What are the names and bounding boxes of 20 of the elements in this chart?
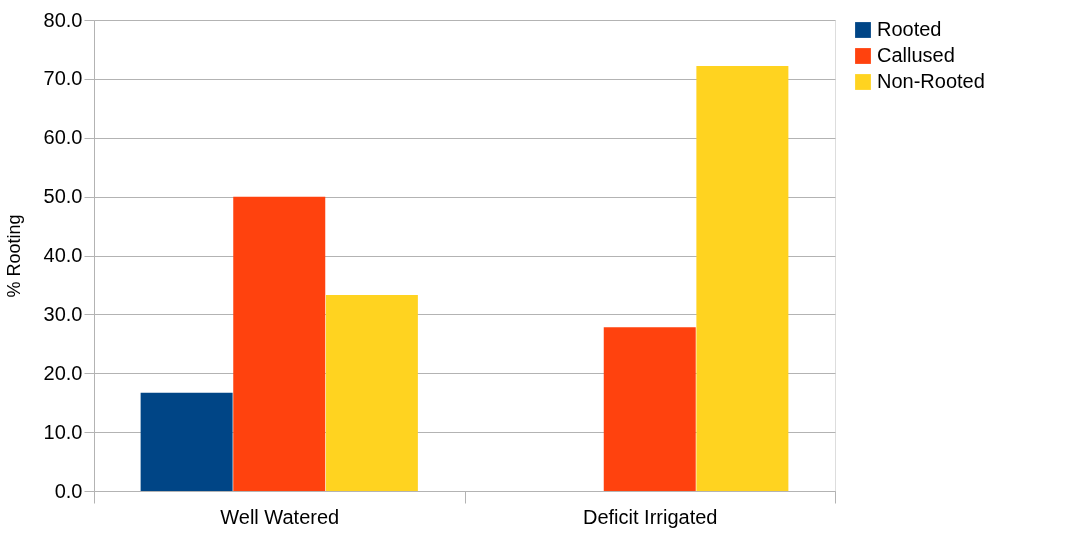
- x-tick-label: Deficit Irrigated: [583, 505, 718, 528]
- bar: [233, 196, 326, 491]
- x-tick-label: Well Watered: [220, 505, 340, 528]
- legend-label: Non-Rooted: [877, 70, 985, 92]
- y-tick-label: 40.0: [43, 244, 83, 266]
- legend-label: Callused: [877, 44, 955, 66]
- bar: [325, 294, 418, 491]
- y-tick-label: 30.0: [43, 302, 83, 325]
- bar: [696, 65, 789, 491]
- y-tick-label: 0.0: [54, 479, 83, 502]
- bar: [603, 327, 696, 491]
- y-tick-label: 80.0: [43, 8, 83, 31]
- y-tick-label: 10.0: [43, 420, 83, 443]
- y-tick-label: 60.0: [43, 126, 83, 149]
- legend-label: Rooted: [877, 18, 942, 40]
- y-tick-label: 20.0: [43, 361, 83, 384]
- y-tick-label: 50.0: [43, 185, 83, 208]
- y-tick-label: 70.0: [43, 67, 83, 90]
- bar: [140, 392, 233, 491]
- y-axis-title: % Rooting: [3, 214, 24, 298]
